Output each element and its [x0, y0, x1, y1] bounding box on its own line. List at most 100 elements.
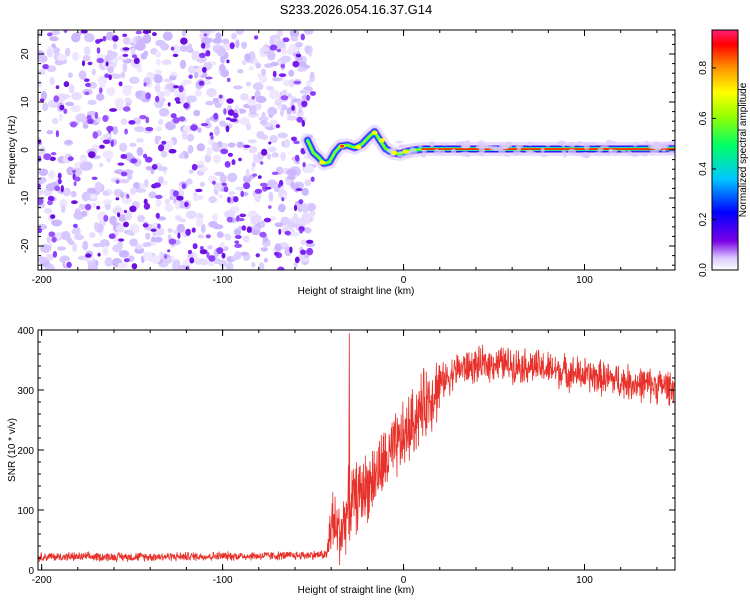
noise-blob [212, 154, 222, 164]
noise-blob [38, 183, 41, 188]
noise-blob [295, 56, 303, 62]
ridge-halo [669, 140, 675, 145]
noise-blob [197, 234, 204, 239]
y-tick-label: 300 [17, 386, 34, 397]
noise-blob [185, 210, 197, 219]
ridge-halo [465, 139, 471, 146]
noise-blob [264, 186, 272, 190]
noise-blob [233, 85, 243, 90]
noise-blob [120, 71, 126, 79]
noise-blob [135, 41, 146, 51]
noise-blob [104, 257, 113, 267]
noise-blob [199, 166, 208, 172]
noise-blob [120, 118, 128, 126]
noise-blob [246, 226, 252, 233]
noise-blob [252, 173, 258, 177]
x-tick-label: 100 [576, 575, 593, 586]
noise-blob [85, 82, 91, 88]
noise-blob [142, 30, 151, 34]
noise-blob [281, 89, 288, 97]
noise-blob [304, 164, 315, 174]
ridge-halo [652, 144, 659, 150]
noise-blob [142, 33, 152, 44]
ridge-halo [479, 151, 486, 157]
noise-blob [192, 243, 198, 250]
noise-blob [293, 213, 298, 222]
noise-blob [236, 30, 243, 33]
noise-blob [208, 255, 216, 262]
noise-blob [309, 210, 316, 216]
noise-blob [54, 59, 65, 66]
noise-blob [291, 136, 297, 142]
noise-blob [102, 245, 109, 256]
noise-blob [65, 101, 75, 106]
noise-blob [247, 139, 257, 144]
noise-blob [113, 237, 121, 243]
y-tick-label: 400 [17, 326, 34, 337]
noise-blob [200, 246, 204, 250]
noise-blob [167, 228, 173, 233]
y-tick-label: 10 [20, 96, 31, 108]
noise-blob [170, 46, 175, 51]
noise-blob [81, 60, 86, 67]
ridge-halo [540, 147, 545, 154]
ridge-halo [408, 153, 416, 156]
noise-blob [296, 202, 304, 213]
noise-blob [294, 256, 300, 263]
noise-blob [128, 120, 136, 125]
noise-blob [50, 214, 56, 220]
noise-blob [41, 91, 47, 101]
noise-blob [105, 61, 109, 67]
noise-blob [143, 202, 151, 210]
noise-blob [160, 42, 170, 51]
ridge-halo [516, 152, 526, 155]
noise-blob [304, 179, 312, 187]
noise-blob [267, 146, 277, 153]
noise-blob [231, 32, 237, 40]
noise-blob [172, 190, 179, 197]
noise-blob [84, 203, 92, 211]
noise-blob [218, 94, 223, 99]
noise-blob [115, 179, 120, 184]
noise-blob [72, 169, 76, 174]
noise-blob [172, 117, 180, 124]
noise-blob [282, 37, 290, 43]
noise-blob [91, 68, 96, 76]
noise-blob [102, 190, 110, 196]
noise-blob [191, 50, 201, 61]
noise-blob [136, 147, 144, 156]
noise-blob [38, 54, 48, 63]
noise-blob [52, 117, 59, 125]
noise-blob [148, 191, 157, 199]
noise-blob [191, 227, 196, 233]
noise-blob [278, 228, 282, 235]
noise-blob [289, 78, 295, 88]
noise-blob [130, 187, 136, 196]
noise-blob [181, 30, 187, 37]
noise-blob [131, 54, 138, 59]
spectrogram-y-label: Frequency (Hz) [7, 116, 18, 185]
noise-blob [38, 186, 44, 196]
ridge-halo [661, 149, 667, 152]
noise-blob [115, 197, 120, 201]
noise-blob [85, 253, 92, 258]
noise-blob [239, 213, 247, 218]
noise-blob [197, 127, 202, 133]
ridge-halo [525, 149, 534, 154]
noise-blob [156, 126, 162, 132]
noise-blob [232, 112, 239, 119]
noise-blob [168, 148, 177, 154]
colorbar-label: Normalized spectral amplitude [738, 82, 749, 217]
noise-blob [53, 95, 60, 103]
noise-blob [263, 217, 272, 223]
spectrogram-y-ticks: 20 10 0 -10 -20 [20, 34, 675, 266]
noise-blob [57, 172, 62, 180]
ridge-halo [395, 140, 404, 144]
noise-blob [280, 95, 289, 101]
noise-blob [178, 218, 187, 223]
ridge-halo [588, 142, 598, 146]
noise-blob [243, 182, 251, 190]
noise-blob [96, 205, 101, 210]
noise-blob [46, 65, 57, 73]
